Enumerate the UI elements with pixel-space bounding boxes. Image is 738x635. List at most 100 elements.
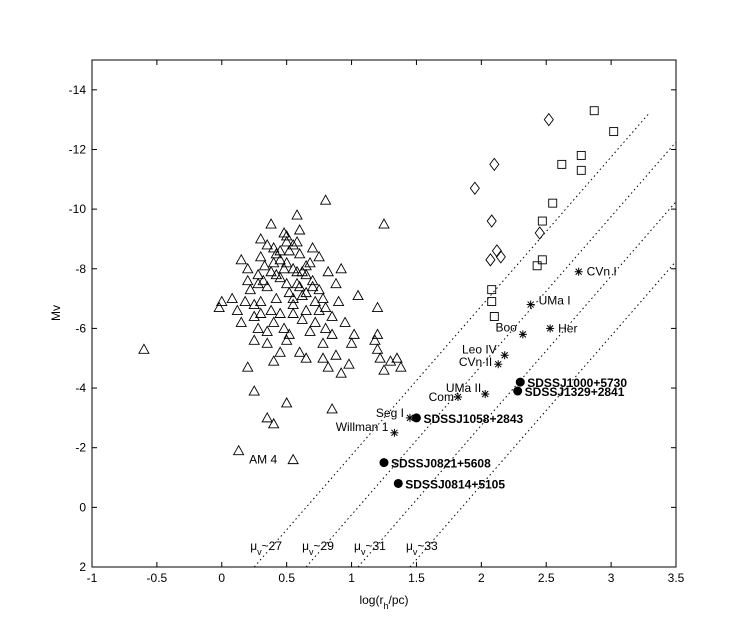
triangle-marker: [296, 265, 309, 277]
diamond-marker: [485, 253, 496, 267]
triangle-marker: [241, 274, 254, 286]
triangle-marker: [293, 247, 306, 259]
triangle-marker: [306, 280, 319, 292]
object-label: UMa I: [539, 294, 571, 308]
triangle-marker: [239, 295, 251, 307]
triangle-marker: [287, 238, 299, 250]
y-tick-label: -4: [75, 381, 86, 395]
square-marker: [576, 150, 586, 160]
triangle-marker: [252, 268, 264, 280]
triangle-marker: [343, 358, 355, 369]
triangle-marker: [274, 307, 286, 318]
object-label: Boo: [496, 320, 518, 334]
y-tick-label: -2: [75, 441, 86, 455]
asterisk-marker: [501, 351, 509, 359]
triangle-marker: [226, 292, 238, 304]
triangle-marker: [332, 295, 345, 307]
x-tick-label: 1: [348, 571, 355, 585]
y-axis-ticks: -14 -12 -10 -8 -6 -4 -2 0 2: [69, 83, 676, 574]
triangle-marker: [261, 411, 273, 423]
square-marker: [537, 216, 547, 226]
square-marker: [537, 255, 547, 265]
square-marker: [487, 297, 497, 307]
triangle-marker: [330, 349, 342, 360]
asterisk-marker: [575, 268, 583, 276]
x-tick-label: 0: [218, 571, 225, 585]
triangle-marker: [291, 209, 303, 220]
triangle-marker: [287, 292, 299, 304]
triangle-marker: [317, 337, 329, 348]
object-label: UMa II: [446, 381, 481, 395]
triangle-marker: [378, 364, 390, 375]
object-label: CVn I: [587, 265, 617, 279]
sdss-object-label: SDSSJ1000+5730: [527, 376, 627, 390]
triangle-marker: [280, 334, 293, 345]
triangle-marker: [300, 286, 312, 298]
triangle-marker: [257, 274, 270, 286]
iso-brightness-line: [253, 111, 651, 568]
triangle-marker: [261, 325, 273, 336]
triangle-marker: [241, 262, 254, 274]
triangle-marker: [395, 361, 407, 372]
x-tick-label: 1.5: [408, 571, 425, 585]
triangle-marker: [254, 233, 267, 244]
plot-area: [91, 59, 677, 568]
filled-circle-marker: [513, 386, 523, 396]
triangle-marker: [326, 310, 338, 321]
x-tick-label: 3.5: [668, 571, 685, 585]
asterisk-marker: [546, 325, 554, 332]
triangle-marker: [300, 268, 312, 280]
square-marker: [609, 127, 619, 137]
triangle-marker: [261, 238, 273, 250]
triangle-marker: [278, 227, 290, 238]
triangle-marker: [369, 334, 381, 345]
filled-circle-marker: [515, 377, 525, 387]
triangle-marker: [138, 343, 150, 354]
triangle-marker: [278, 262, 290, 274]
asterisk-marker: [481, 390, 489, 398]
triangle-marker: [371, 328, 384, 339]
triangle-marker: [244, 283, 257, 295]
triangle-marker: [274, 271, 286, 283]
surface-brightness-label: μv~27: [250, 539, 282, 557]
x-axis-label: log(rh/pc): [359, 593, 408, 611]
triangle-marker: [304, 325, 316, 336]
asterisk-marker: [519, 331, 527, 338]
triangle-marker: [254, 295, 267, 307]
triangle-marker: [270, 292, 283, 304]
triangle-marker: [352, 289, 364, 301]
triangle-marker: [300, 259, 312, 271]
sdss-object-label: SDSSJ1058+2843: [423, 412, 523, 426]
square-marker: [548, 198, 558, 208]
x-tick-label: 0.5: [278, 571, 295, 585]
triangle-marker: [280, 256, 293, 268]
triangle-marker: [265, 265, 277, 277]
triangle-marker: [309, 295, 321, 307]
triangle-marker: [283, 244, 296, 256]
x-tick-label: -0.5: [147, 571, 168, 585]
square-marker: [487, 285, 497, 295]
x-tick-label: 2.5: [538, 571, 555, 585]
triangle-marker: [283, 286, 296, 298]
triangle-marker: [270, 268, 283, 280]
triangle-marker: [267, 417, 280, 429]
sdss-object-label: SDSSJ1329+2841: [525, 385, 625, 399]
triangle-marker: [241, 361, 254, 372]
triangle-marker: [278, 322, 290, 333]
object-label: Com: [429, 390, 454, 404]
diamond-marker: [489, 157, 500, 172]
triangle-marker: [287, 307, 299, 318]
sdss-object-label: SDSSJ0814+5105: [405, 477, 505, 491]
triangle-marker: [300, 304, 312, 315]
triangle-marker: [274, 346, 286, 357]
triangle-marker: [374, 352, 386, 363]
x-tick-label: 3: [608, 571, 615, 585]
triangle-marker: [235, 316, 248, 327]
triangle-marker: [248, 310, 260, 321]
square-marker: [589, 106, 599, 116]
triangle-marker: [280, 235, 293, 247]
triangle-marker: [322, 265, 334, 277]
y-tick-label: -10: [69, 202, 87, 216]
